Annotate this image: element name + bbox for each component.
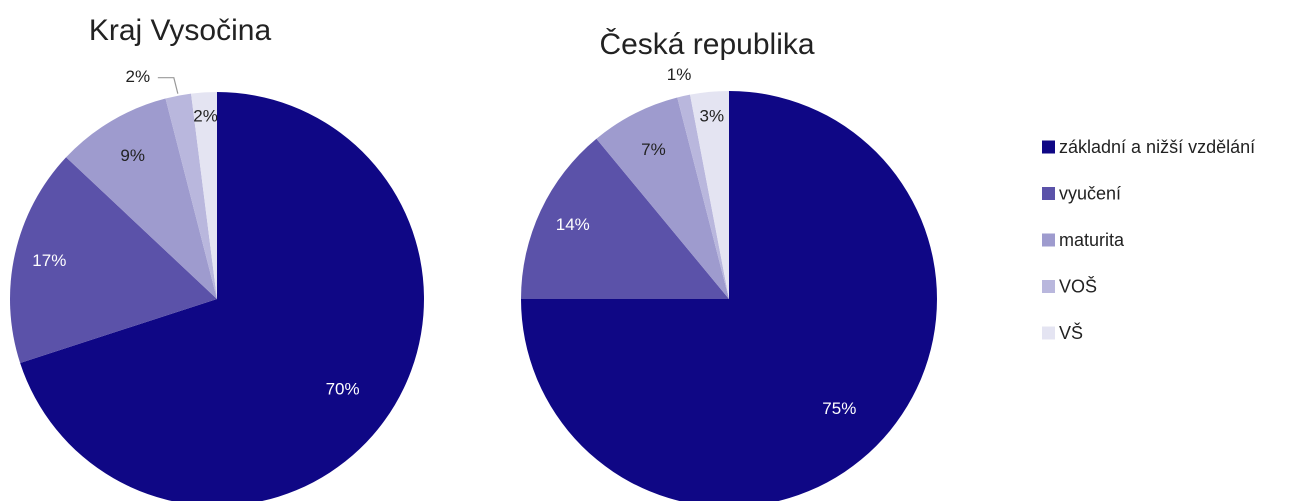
pie-slice: základní a nižší vzdělání: [20, 92, 424, 501]
legend-swatch: [1042, 280, 1055, 293]
chart-title: Kraj Vysočina: [89, 14, 272, 47]
pie-slice: VŠ: [690, 91, 729, 299]
chart-title: Česká republika: [599, 27, 814, 61]
pie-slice: maturita: [66, 98, 218, 299]
legend-label: maturita: [1059, 230, 1125, 250]
legend-label: VOŠ: [1059, 275, 1097, 296]
pie-slice: vyučení: [9, 157, 217, 363]
legend-label: vyučení: [1059, 183, 1121, 203]
data-label: 2%: [126, 67, 151, 86]
pie-slice: základní a nižší vzdělání: [521, 91, 937, 501]
data-label: 70%: [326, 380, 360, 399]
data-label: 14%: [556, 215, 590, 234]
legend-label: VŠ: [1059, 322, 1083, 343]
data-label: 9%: [120, 146, 145, 165]
data-label: 75%: [822, 399, 856, 418]
legend-swatch: [1042, 140, 1055, 154]
pie-slice: VOŠ: [677, 94, 729, 299]
data-label: 7%: [641, 140, 666, 159]
pie-slice: maturita: [596, 97, 729, 300]
pie-slice: vyučení: [521, 138, 729, 299]
legend-swatch: [1042, 233, 1055, 247]
pie-slice: VOŠ: [165, 93, 217, 299]
legend-swatch: [1042, 326, 1055, 340]
legend-label: základní a nižší vzdělání: [1059, 137, 1255, 157]
data-label: 1%: [667, 65, 692, 84]
data-label: 2%: [193, 107, 218, 126]
data-label: 3%: [699, 106, 724, 125]
leader-line: [157, 77, 179, 94]
legend-swatch: [1042, 187, 1055, 200]
data-label: 17%: [32, 251, 66, 270]
pie-slice: VŠ: [191, 92, 217, 299]
